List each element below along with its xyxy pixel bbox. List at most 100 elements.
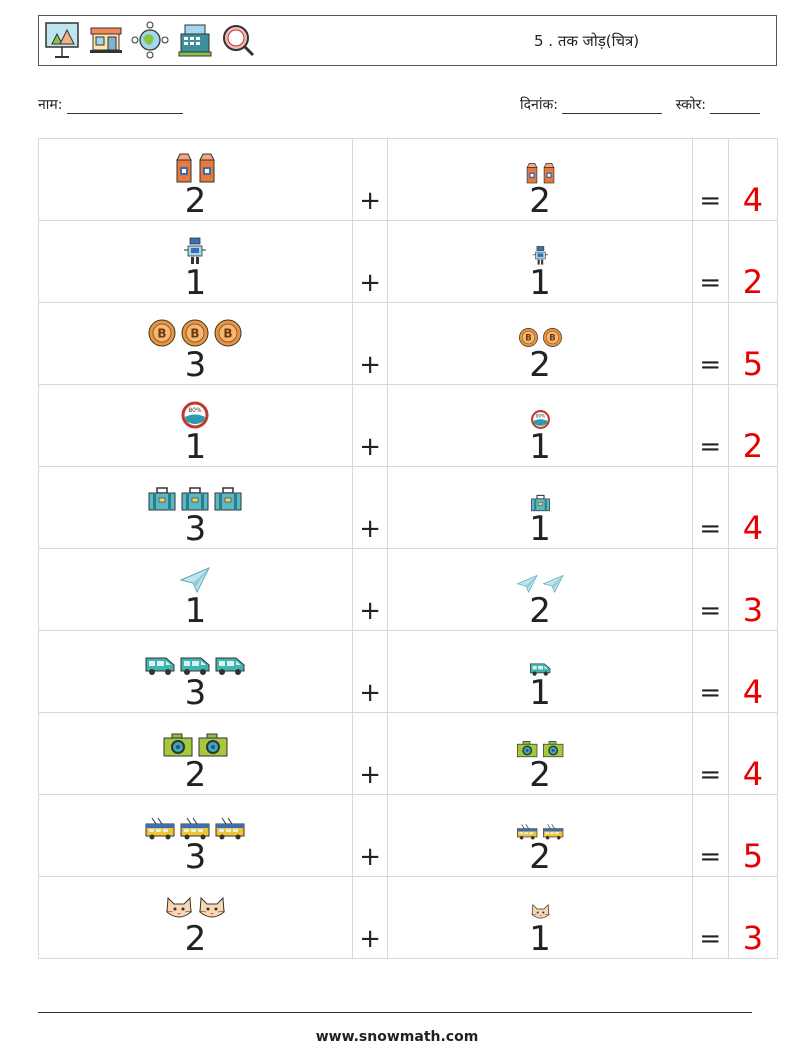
- equals-sign: =: [691, 384, 729, 467]
- name-field: नाम:: [38, 95, 183, 114]
- second-addend-number: 2: [529, 591, 551, 631]
- cat-face-icon: [197, 894, 227, 922]
- van-icon: [179, 654, 211, 676]
- suitcase-icon: [147, 486, 177, 512]
- header-icons: [43, 20, 257, 60]
- milk-carton-icon: [525, 162, 539, 184]
- sum-answer: 4: [727, 138, 779, 221]
- second-addend-number: 2: [529, 181, 551, 221]
- second-addend-number: 1: [529, 919, 551, 959]
- second-addend-cell: 2: [387, 138, 693, 221]
- second-addend-number: 2: [529, 345, 551, 385]
- cash-register-icon: [178, 24, 212, 57]
- second-addend-picture-group: [529, 661, 551, 676]
- exercise-row: 3 + 2 = 5: [38, 794, 779, 877]
- second-addend-cell: 1: [387, 466, 693, 549]
- equals-sign: =: [691, 220, 729, 303]
- score-blank-line: [710, 99, 761, 114]
- first-addend-number: 2: [184, 919, 207, 959]
- plus-sign: +: [351, 548, 389, 631]
- first-addend-picture-group: [147, 486, 243, 512]
- second-addend-cell: 2: [387, 794, 693, 877]
- presentation-board-icon: [45, 22, 79, 58]
- first-addend-number: 3: [184, 673, 207, 713]
- bitcoin-coin-icon: B: [213, 318, 243, 348]
- second-addend-cell: 1: [387, 876, 693, 959]
- globe-network-icon: [131, 21, 169, 59]
- name-label: नाम:: [38, 97, 63, 113]
- suitcase-icon: [180, 486, 210, 512]
- first-addend-number: 3: [184, 345, 207, 385]
- second-addend-cell: 80% 1: [387, 384, 693, 467]
- score-label: स्कोर:: [675, 97, 707, 113]
- first-addend-cell: 1: [38, 220, 353, 303]
- exercise-table: 2 + 2 = 4 1 + 1 = 2 B: [38, 138, 779, 959]
- milk-carton-icon: [174, 152, 194, 184]
- plus-sign: +: [351, 630, 389, 713]
- bitcoin-coin-icon: B: [180, 318, 210, 348]
- exercise-row: 1 + 2 = 3: [38, 548, 779, 631]
- plus-sign: +: [351, 302, 389, 385]
- date-label: दिनांक:: [520, 97, 558, 113]
- first-addend-picture-group: [144, 654, 246, 676]
- first-addend-picture-group: [174, 152, 217, 184]
- plus-sign: +: [351, 794, 389, 877]
- equals-sign: =: [691, 302, 729, 385]
- sum-answer: 5: [727, 302, 779, 385]
- footer-divider: [38, 1012, 752, 1013]
- worksheet-header: 5 . तक जोड़(चित्र): [38, 15, 777, 66]
- footer-website: www.snowmath.com: [315, 1029, 479, 1045]
- second-addend-number: 1: [529, 263, 551, 303]
- svg-text:80%: 80%: [535, 413, 544, 418]
- first-addend-cell: B B B 3: [38, 302, 353, 385]
- sum-answer: 4: [727, 712, 779, 795]
- first-addend-number: 3: [184, 837, 207, 877]
- trolleybus-icon: [542, 823, 564, 840]
- plus-sign: +: [351, 384, 389, 467]
- suitcase-icon: [213, 486, 243, 512]
- exercise-row: 80% 1 + 80% 1 = 2: [38, 384, 779, 467]
- sum-answer: 3: [727, 548, 779, 631]
- second-addend-picture-group: [525, 162, 556, 184]
- sum-answer: 2: [727, 220, 779, 303]
- name-blank-line: [66, 99, 183, 114]
- equals-sign: =: [691, 548, 729, 631]
- second-addend-cell: 1: [387, 220, 693, 303]
- van-icon: [144, 654, 176, 676]
- sum-answer: 4: [727, 466, 779, 549]
- first-addend-cell: 2: [38, 876, 353, 959]
- van-icon: [214, 654, 246, 676]
- plus-sign: +: [351, 712, 389, 795]
- shop-icon: [90, 27, 122, 53]
- second-addend-number: 1: [529, 427, 551, 467]
- camera-icon: [162, 732, 194, 758]
- first-addend-picture-group: [162, 732, 229, 758]
- battery-gauge-icon: 80%: [180, 400, 210, 430]
- robot-icon: [532, 245, 549, 266]
- paper-plane-icon: [516, 574, 538, 594]
- first-addend-picture-group: [183, 236, 207, 266]
- bitcoin-coin-icon: B: [518, 327, 539, 348]
- trolleybus-icon: [144, 816, 176, 840]
- bitcoin-coin-icon: B: [147, 318, 177, 348]
- bitcoin-coin-icon: B: [542, 327, 563, 348]
- equals-sign: =: [691, 466, 729, 549]
- worksheet-title: 5 . तक जोड़(चित्र): [534, 32, 640, 50]
- plus-sign: +: [351, 466, 389, 549]
- second-addend-cell: 2: [387, 548, 693, 631]
- exercise-row: 3 + 1 = 4: [38, 630, 779, 713]
- exercise-row: 2 + 2 = 4: [38, 138, 779, 221]
- equals-sign: =: [691, 712, 729, 795]
- second-addend-picture-group: 80%: [530, 409, 551, 430]
- exercise-row: 2 + 1 = 3: [38, 876, 779, 959]
- second-addend-number: 1: [529, 673, 551, 713]
- equals-sign: =: [691, 138, 729, 221]
- equals-sign: =: [691, 876, 729, 959]
- plus-sign: +: [351, 138, 389, 221]
- cat-face-icon: [164, 894, 194, 922]
- second-addend-picture-group: [530, 494, 551, 512]
- suitcase-icon: [530, 494, 551, 512]
